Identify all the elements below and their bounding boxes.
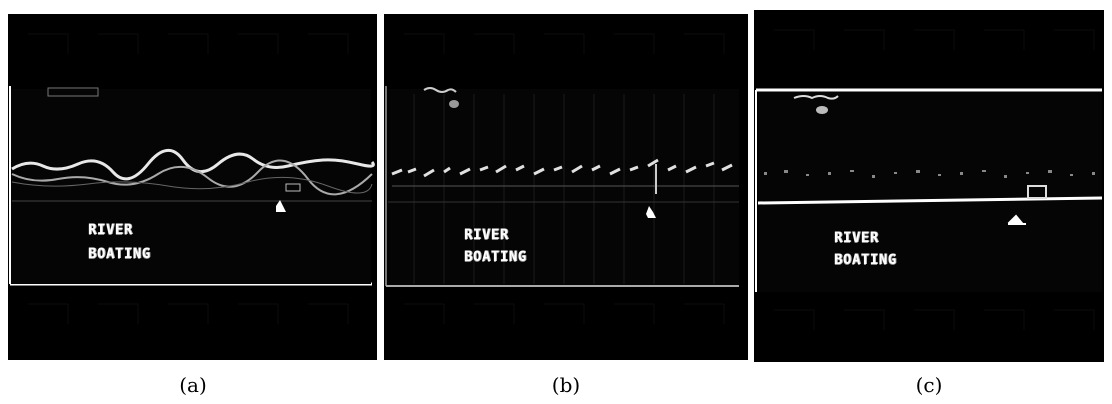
panel-c-text-boating: BOATING [834, 252, 897, 268]
panel-b-edge-map [385, 33, 739, 324]
panel-b-text-river: RIVER [464, 227, 509, 243]
panel-a-text-boating: BOATING [88, 246, 151, 262]
panel-c-edge-image: RIVER BOATING [754, 10, 1104, 362]
panel-c-edge-map [755, 29, 1103, 330]
panel-a-edge-map [9, 33, 375, 324]
panel-c-text-river: RIVER [834, 230, 879, 246]
caption-b: (b) [551, 373, 581, 397]
panel-a-text-river: RIVER [88, 222, 133, 238]
panel-b-text-boating: BOATING [464, 249, 527, 265]
caption-a: (a) [179, 373, 207, 397]
panel-b-edge-image: RIVER BOATING [384, 14, 748, 360]
panel-a-edge-image: RIVER BOATING [8, 14, 377, 360]
caption-c: (c) [915, 373, 943, 397]
